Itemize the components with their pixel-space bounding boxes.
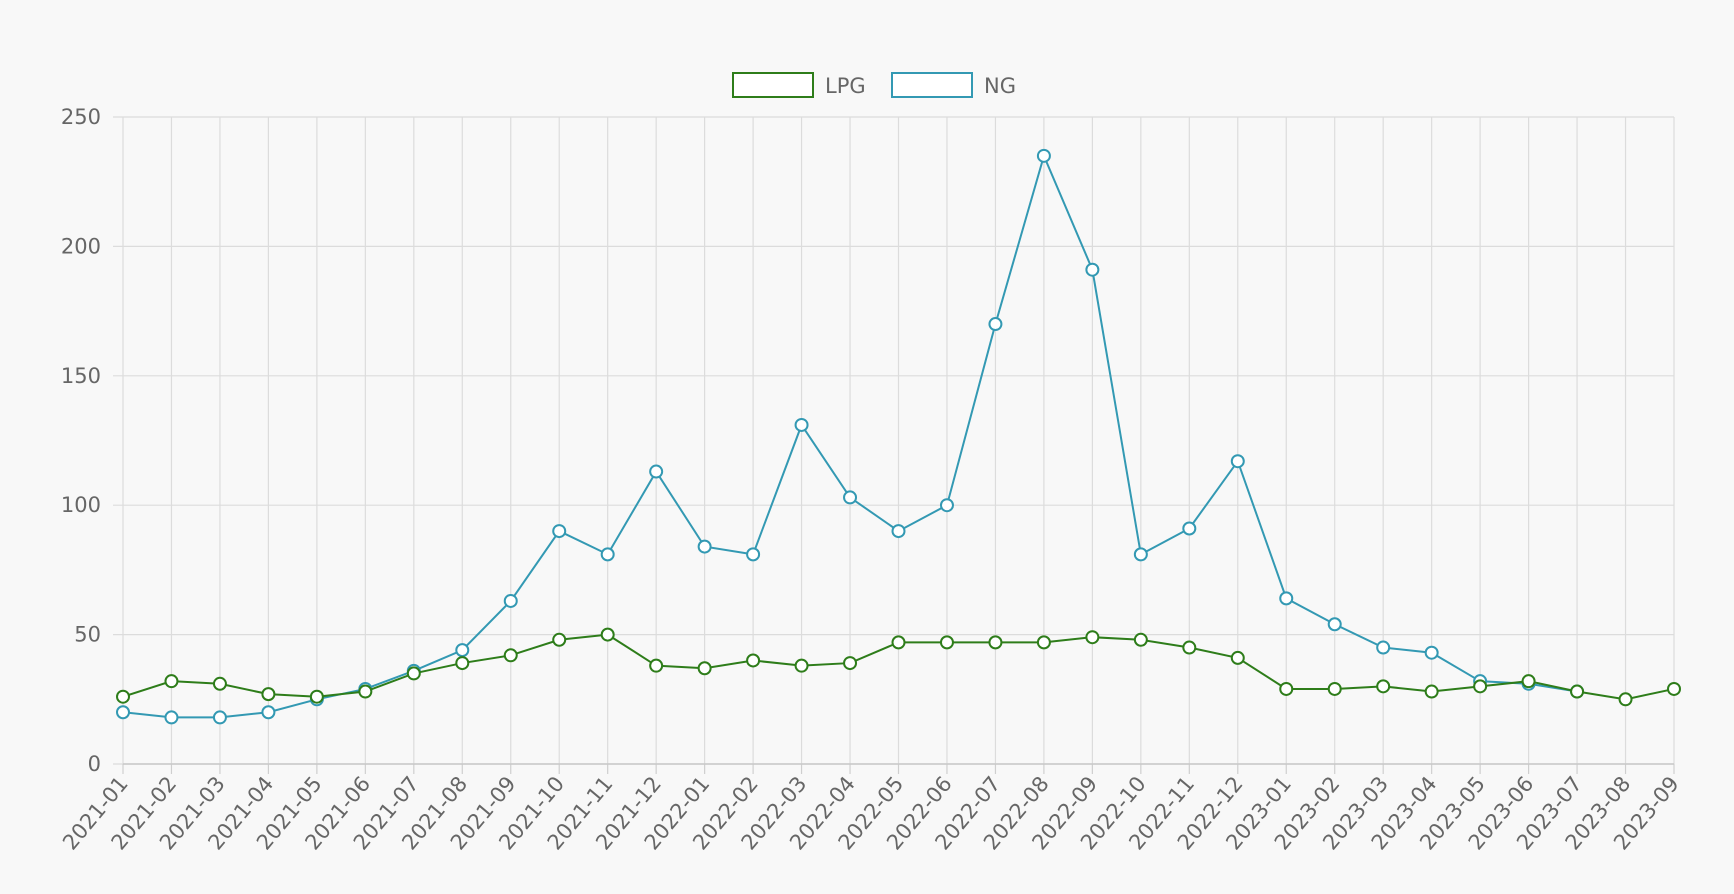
data-point-lpg[interactable] [794,658,809,673]
y-tick-label: 250 [61,105,101,129]
data-point-lpg[interactable] [309,689,324,704]
data-point-ng[interactable] [600,547,615,562]
data-point-lpg[interactable] [503,648,518,663]
data-point-ng[interactable] [1133,547,1148,562]
legend-item-ng[interactable]: NG [891,72,1016,98]
series-ng [116,148,1585,725]
data-point-ng[interactable] [552,524,567,539]
data-point-lpg[interactable] [649,658,664,673]
data-point-lpg[interactable] [1327,681,1342,696]
data-point-ng[interactable] [116,705,130,720]
data-point-lpg[interactable] [843,656,858,671]
data-point-lpg[interactable] [1279,681,1294,696]
data-point-ng[interactable] [1327,617,1342,632]
legend-label: NG [984,74,1016,98]
data-point-ng[interactable] [503,593,518,608]
data-point-lpg[interactable] [1618,692,1633,707]
data-point-ng[interactable] [891,524,906,539]
data-point-lpg[interactable] [358,684,373,699]
data-point-ng[interactable] [697,539,712,554]
legend-swatch [732,72,814,98]
legend[interactable]: LPG NG [732,72,1016,98]
data-point-lpg[interactable] [1521,674,1536,689]
data-point-ng[interactable] [988,317,1003,332]
grid [113,116,1675,765]
data-point-lpg[interactable] [1182,640,1197,655]
data-point-ng[interactable] [843,490,858,505]
data-point-lpg[interactable] [116,689,130,704]
data-point-ng[interactable] [455,643,470,658]
series-lpg [116,627,1681,707]
data-point-ng[interactable] [1085,262,1100,277]
data-point-lpg[interactable] [406,666,421,681]
data-point-ng[interactable] [1230,454,1245,469]
data-point-lpg[interactable] [697,661,712,676]
data-point-lpg[interactable] [455,656,470,671]
legend-swatch [891,72,973,98]
data-point-ng[interactable] [261,705,276,720]
data-point-ng[interactable] [1279,591,1294,606]
axes: 2021-012021-022021-032021-042021-052021-… [58,105,1684,854]
data-point-ng[interactable] [1424,645,1439,660]
y-tick-label: 0 [88,752,101,776]
data-point-ng[interactable] [1376,640,1391,655]
data-point-lpg[interactable] [600,627,615,642]
data-point-ng[interactable] [1036,148,1051,163]
data-point-lpg[interactable] [1667,681,1681,696]
data-point-ng[interactable] [939,498,954,513]
data-point-ng[interactable] [649,464,664,479]
legend-label: LPG [825,74,866,98]
series-layer [116,148,1681,725]
data-point-lpg[interactable] [988,635,1003,650]
data-point-lpg[interactable] [1036,635,1051,650]
data-point-lpg[interactable] [261,687,276,702]
data-point-lpg[interactable] [1376,679,1391,694]
data-point-lpg[interactable] [939,635,954,650]
data-point-ng[interactable] [746,547,761,562]
data-point-lpg[interactable] [1230,650,1245,665]
data-point-lpg[interactable] [891,635,906,650]
data-point-lpg[interactable] [552,632,567,647]
y-tick-label: 200 [61,234,101,258]
data-point-lpg[interactable] [1570,684,1585,699]
y-tick-label: 150 [61,364,101,388]
data-point-lpg[interactable] [1133,632,1148,647]
data-point-ng[interactable] [212,710,227,725]
data-point-ng[interactable] [164,710,179,725]
y-tick-label: 100 [61,493,101,517]
data-point-lpg[interactable] [212,676,227,691]
data-point-ng[interactable] [794,417,809,432]
data-point-lpg[interactable] [1424,684,1439,699]
data-point-lpg[interactable] [164,674,179,689]
data-point-lpg[interactable] [1085,630,1100,645]
data-point-lpg[interactable] [1473,679,1488,694]
legend-item-lpg[interactable]: LPG [732,72,866,98]
y-tick-label: 50 [74,623,101,647]
data-point-ng[interactable] [1182,521,1197,536]
data-point-lpg[interactable] [746,653,761,668]
